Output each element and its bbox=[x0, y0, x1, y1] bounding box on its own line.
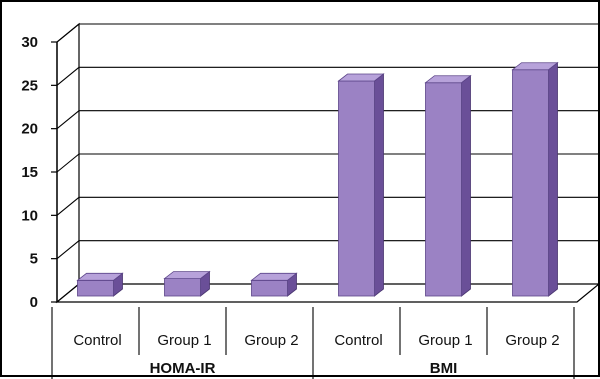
bar-top bbox=[163, 271, 211, 280]
gridline-wall bbox=[56, 153, 80, 173]
y-tick-label: 20 bbox=[21, 121, 38, 138]
gridline-wall bbox=[56, 66, 80, 86]
bar bbox=[251, 279, 288, 297]
bar-side bbox=[548, 61, 558, 297]
gridline-wall bbox=[56, 196, 80, 216]
x-tick-label: Group 2 bbox=[505, 332, 559, 349]
x-tick-label: Group 2 bbox=[244, 332, 298, 349]
bar bbox=[425, 82, 462, 297]
bar-top bbox=[337, 73, 385, 82]
bar-top bbox=[76, 272, 124, 281]
y-tick-label: 0 bbox=[30, 294, 38, 311]
bar-side bbox=[374, 73, 384, 297]
bar bbox=[338, 80, 375, 297]
bar bbox=[77, 279, 114, 297]
gridline-wall bbox=[56, 23, 80, 43]
gridline-wall bbox=[56, 110, 80, 130]
group-label: HOMA-IR bbox=[150, 360, 216, 377]
bar bbox=[512, 69, 549, 297]
bar-top bbox=[511, 62, 559, 71]
bar-side bbox=[461, 74, 471, 297]
bar-top bbox=[424, 75, 472, 84]
bar-top bbox=[250, 272, 298, 281]
y-tick-label: 5 bbox=[30, 251, 38, 268]
gridline-wall bbox=[56, 240, 80, 260]
bar bbox=[164, 278, 201, 297]
y-tick-label: 10 bbox=[21, 207, 38, 224]
x-tick-label: Control bbox=[73, 332, 121, 349]
y-tick-label: 15 bbox=[21, 164, 38, 181]
x-tick-label: Control bbox=[334, 332, 382, 349]
group-label: BMI bbox=[430, 360, 458, 377]
x-tick-label: Group 1 bbox=[157, 332, 211, 349]
x-tick-label: Group 1 bbox=[418, 332, 472, 349]
y-tick-label: 25 bbox=[21, 77, 38, 94]
y-tick-label: 30 bbox=[21, 34, 38, 51]
